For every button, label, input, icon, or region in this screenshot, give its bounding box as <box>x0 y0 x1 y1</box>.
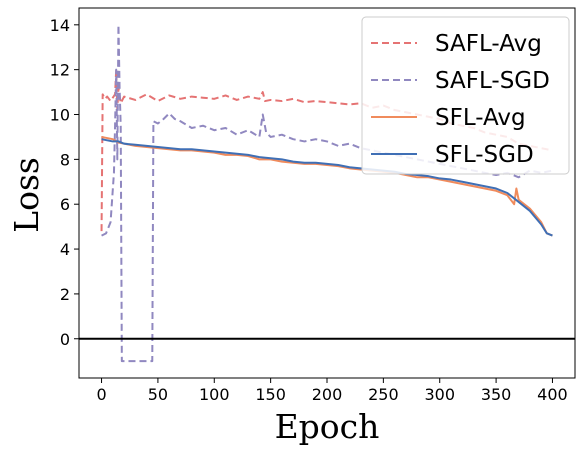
y-tick-label: 14 <box>50 16 70 35</box>
legend-label-safl-avg: SAFL-Avg <box>435 31 542 57</box>
x-tick-label: 350 <box>481 385 512 404</box>
legend-label-sfl-sgd: SFL-SGD <box>435 142 534 168</box>
legend-label-sfl-avg: SFL-Avg <box>435 105 526 131</box>
series-line-safl-sgd <box>101 23 553 363</box>
y-tick-label: 8 <box>60 150 70 169</box>
plot-area: 0 50 100 150 200 250 300 350 400 0 2 4 6 8 10 12 14 <box>50 7 576 404</box>
x-tick-label: 300 <box>424 385 455 404</box>
x-tick-label: 400 <box>537 385 568 404</box>
y-tick-label: 0 <box>60 330 70 349</box>
legend-label-safl-sgd: SAFL-SGD <box>435 68 550 94</box>
x-tick-label: 50 <box>148 385 168 404</box>
series-line-sfl-sgd <box>101 138 553 237</box>
x-axis-label: Epoch <box>275 407 380 446</box>
y-tick-label: 10 <box>50 106 70 125</box>
y-tick-label: 2 <box>60 285 70 304</box>
x-tick-label: 0 <box>96 385 106 404</box>
y-tick-label: 12 <box>50 61 70 80</box>
x-tick-label: 100 <box>199 385 230 404</box>
x-tick-label: 150 <box>255 385 286 404</box>
y-axis-label: Loss <box>7 157 46 233</box>
legend: SAFL-Avg SAFL-SGD SFL-Avg SFL-SGD <box>361 16 570 175</box>
y-tick-label: 6 <box>60 195 70 214</box>
series-line-sfl-avg <box>101 135 553 237</box>
y-tick-label: 4 <box>60 240 70 259</box>
x-tick-label: 250 <box>368 385 399 404</box>
x-tick-label: 200 <box>312 385 343 404</box>
legend-box <box>361 16 570 175</box>
